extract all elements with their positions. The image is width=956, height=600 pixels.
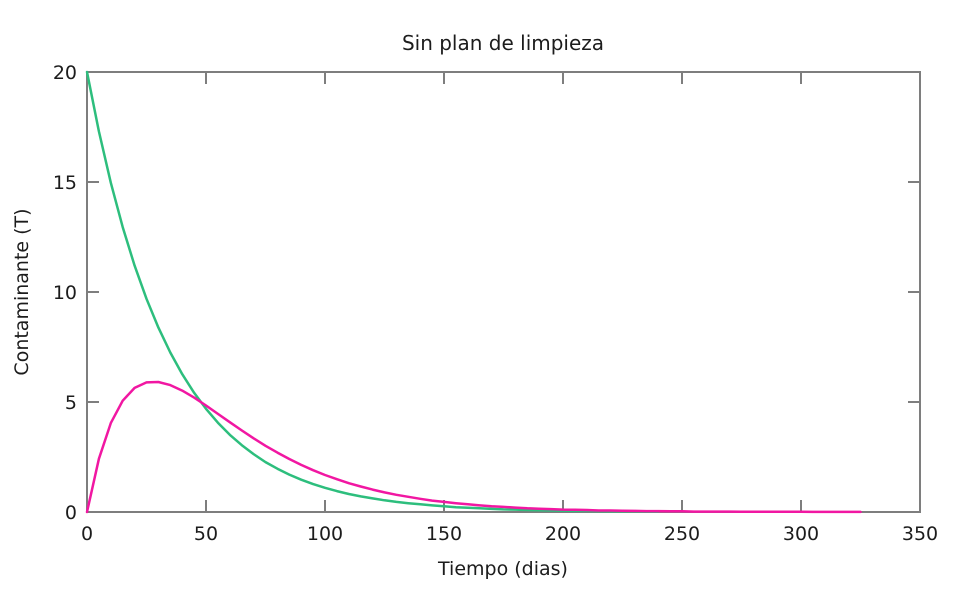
x-tick-label: 0 [81,523,93,545]
y-tick-label: 15 [53,172,77,194]
x-tick-label: 350 [902,523,938,545]
chart-title: Sin plan de limpieza [402,31,604,55]
x-axis-label: Tiempo (dias) [437,558,568,580]
x-tick-label: 300 [783,523,819,545]
x-tick-label: 250 [664,523,700,545]
y-tick-label: 20 [53,62,77,84]
y-tick-label: 5 [65,392,77,414]
x-tick-label: 50 [194,523,218,545]
series-line-magenta-curve [85,380,862,514]
series-line-green-curve [85,70,660,513]
x-tick-label: 150 [426,523,462,545]
y-tick-label: 0 [65,502,77,524]
plot-border [86,71,921,513]
plot-area: 0 50 100 150 200 250 300 350 0 5 10 15 20 [53,62,938,545]
x-tick-label: 100 [307,523,343,545]
y-axis-label: Contaminante (T) [11,208,33,375]
y-tick-label: 10 [53,282,77,304]
x-tick-label: 200 [545,523,581,545]
